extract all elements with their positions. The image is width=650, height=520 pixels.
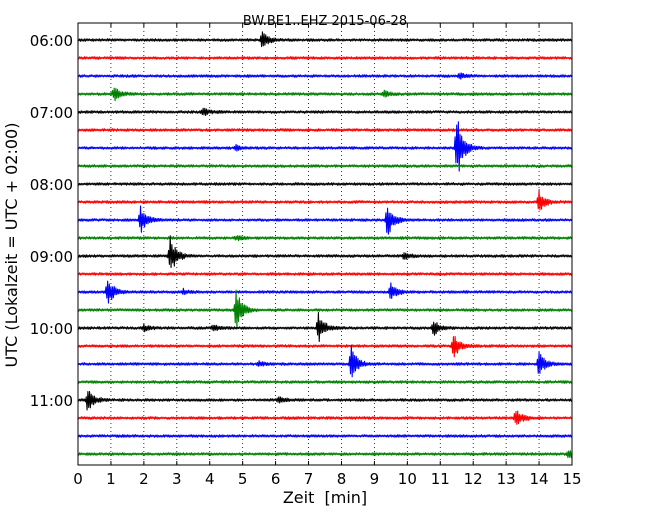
- trace-09:15: [77, 272, 573, 276]
- trace-10:30: [77, 344, 573, 378]
- x-tick-label: 8: [337, 470, 347, 488]
- tick-layer: 0 1 2 3 4 5 6 7 8 9 10 11 12 13 14 1506:0007:0008:0009:…: [30, 23, 582, 488]
- x-tick-label: 13: [497, 470, 516, 488]
- x-tick-label: 12: [464, 470, 483, 488]
- x-tick-label: 4: [205, 470, 215, 488]
- trace-06:30: [77, 72, 573, 80]
- x-tick-label: 7: [304, 470, 314, 488]
- x-tick-label: 15: [562, 470, 581, 488]
- trace-07:15: [77, 128, 573, 132]
- x-tick-label: 6: [271, 470, 281, 488]
- grid-layer: [110, 23, 540, 465]
- trace-06:15: [77, 56, 573, 60]
- trace-08:15: [77, 188, 573, 211]
- trace-08:45: [77, 235, 573, 242]
- trace-layer: [77, 31, 573, 459]
- trace-11:15: [77, 410, 573, 425]
- trace-11:00: [77, 390, 573, 411]
- x-tick-label: 0: [73, 470, 83, 488]
- y-tick-label: 07:00: [30, 104, 73, 122]
- x-tick-label: 3: [172, 470, 182, 488]
- trace-11:45: [77, 450, 573, 459]
- trace-06:00: [77, 31, 573, 48]
- x-tick-label: 10: [398, 470, 417, 488]
- y-axis-label: UTC (Lokalzeit = UTC + 02:00): [2, 123, 21, 368]
- trace-07:00: [77, 107, 573, 116]
- trace-08:00: [77, 182, 573, 186]
- trace-09:00: [77, 235, 573, 268]
- y-tick-label: 06:00: [30, 32, 73, 50]
- x-tick-label: 2: [139, 470, 149, 488]
- trace-06:45: [77, 87, 573, 102]
- x-tick-label: 9: [370, 470, 380, 488]
- y-tick-label: 11:00: [30, 392, 73, 410]
- y-tick-label: 09:00: [30, 248, 73, 266]
- plot-frame: [77, 22, 573, 466]
- y-tick-label: 08:00: [30, 176, 73, 194]
- x-tick-label: 14: [530, 470, 549, 488]
- trace-10:15: [77, 335, 573, 358]
- x-axis-label: Zeit [min]: [283, 488, 367, 507]
- trace-09:30: [77, 280, 573, 304]
- x-tick-label: 5: [238, 470, 248, 488]
- trace-07:30: [77, 121, 573, 172]
- chart-title: BW.BE1..EHZ 2015-06-28: [243, 14, 407, 29]
- trace-07:45: [77, 164, 573, 168]
- trace-08:30: [77, 205, 573, 235]
- trace-10:00: [77, 312, 573, 343]
- trace-10:45: [77, 380, 573, 384]
- x-tick-label: 1: [106, 470, 116, 488]
- y-tick-label: 10:00: [30, 320, 73, 338]
- x-tick-label: 11: [431, 470, 450, 488]
- trace-09:45: [77, 289, 573, 330]
- trace-11:30: [77, 434, 573, 438]
